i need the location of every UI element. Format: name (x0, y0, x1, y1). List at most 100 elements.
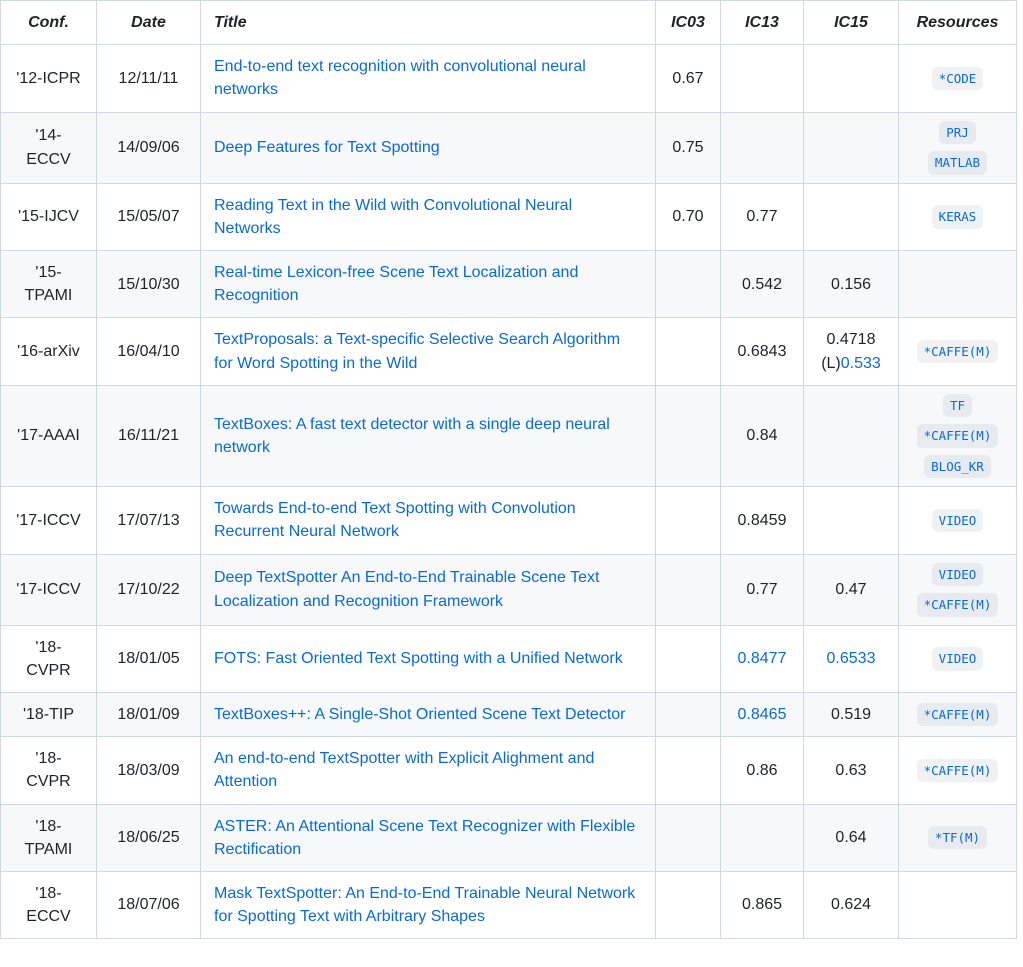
date-cell: 18/03/09 (96, 736, 201, 805)
resource-badges: *CAFFE(M) (905, 702, 1010, 727)
resource-badges: PRJ MATLAB (905, 120, 1010, 175)
conf-cell: '18-TIP (0, 691, 97, 738)
paper-title-link[interactable]: An end-to-end TextSpotter with Explicit … (214, 750, 595, 791)
ic15-score: 0.519 (830, 705, 872, 723)
ic15-cell: 0.63 (803, 736, 899, 805)
title-cell: An end-to-end TextSpotter with Explicit … (200, 736, 656, 805)
conf-cell: '17-ICCV (0, 553, 97, 626)
resource-badges: KERAS (905, 205, 1010, 229)
conf-cell: '18-TPAMI (0, 803, 97, 872)
table-row: '18-CVPR 18/03/09 An end-to-end TextSpotte… (0, 736, 1017, 805)
conf-cell: '12-ICPR (0, 44, 97, 113)
resource-link[interactable]: *CAFFE(M) (916, 702, 999, 727)
resources-cell: *CAFFE(M) (898, 691, 1017, 738)
ic03-cell: 0.70 (655, 182, 721, 251)
paper-title-link[interactable]: TextBoxes++: A Single-Shot Oriented Scen… (214, 705, 626, 723)
ic13-score-link[interactable]: 0.8477 (737, 650, 787, 668)
conf-cell: '18-ECCV (0, 870, 97, 940)
resource-badges: *CAFFE(M) (905, 339, 1010, 364)
ic13-score: 0.8459 (737, 511, 787, 529)
ic15-score: 0.4718 (L) (821, 331, 876, 372)
paper-title-link[interactable]: Deep Features for Text Spotting (214, 138, 440, 156)
resources-cell: *CODE (898, 44, 1017, 113)
resource-link[interactable]: BLOG_KR (924, 454, 991, 479)
column-header-title: Title (200, 0, 656, 46)
ic15-cell: 0.4718 (L)0.533 (803, 317, 899, 386)
date-cell: 15/10/30 (96, 249, 201, 319)
ic03-cell (655, 249, 721, 319)
date-cell: 12/11/11 (96, 44, 201, 113)
paper-title-link[interactable]: End-to-end text recognition with convolu… (214, 58, 586, 99)
conf-cell: '18-CVPR (0, 624, 97, 693)
date-cell: 17/07/13 (96, 486, 201, 555)
table-row: '15-IJCV 15/05/07 Reading Text in the Wild… (0, 182, 1017, 251)
ic13-cell: 0.6843 (720, 317, 804, 386)
resource-link[interactable]: *CAFFE(M) (916, 424, 999, 448)
date-cell: 15/05/07 (96, 182, 201, 251)
resource-link[interactable]: VIDEO (931, 562, 984, 587)
ic13-score: 0.6843 (737, 342, 787, 360)
paper-title-link[interactable]: TextBoxes: A fast text detector with a s… (214, 415, 610, 456)
paper-title-link[interactable]: FOTS: Fast Oriented Text Spotting with a… (214, 650, 623, 668)
paper-title-link[interactable]: Reading Text in the Wild with Convolutio… (214, 196, 573, 237)
title-cell: Mask TextSpotter: An End-to-End Trainabl… (200, 870, 656, 940)
ic15-cell: 0.47 (803, 553, 899, 626)
ic13-cell: 0.8465 (720, 691, 804, 738)
paper-title-link[interactable]: Towards End-to-end Text Spotting with Co… (214, 500, 576, 541)
resource-link[interactable]: TF (942, 393, 973, 418)
resource-link[interactable]: PRJ (939, 120, 976, 145)
ic03-score: 0.75 (672, 138, 704, 156)
ic03-score: 0.70 (672, 208, 704, 226)
ic13-score-link[interactable]: 0.8465 (737, 705, 787, 723)
ic15-score-link[interactable]: 0.6533 (826, 650, 876, 668)
ic15-cell (803, 44, 899, 113)
ic15-score-link[interactable]: 0.533 (840, 354, 881, 372)
resource-link[interactable]: VIDEO (931, 647, 984, 671)
table-row: '14-ECCV 14/09/06 Deep Features for Text S… (0, 111, 1017, 184)
paper-title-link[interactable]: Real-time Lexicon-free Scene Text Locali… (214, 263, 579, 305)
ic03-cell (655, 803, 721, 872)
ic13-cell: 0.77 (720, 553, 804, 626)
ic13-cell: 0.84 (720, 384, 804, 488)
resource-link[interactable]: *CAFFE(M) (916, 339, 999, 364)
resource-link[interactable]: *CAFFE(M) (916, 758, 999, 783)
conf-cell: '15-TPAMI (0, 249, 97, 319)
title-cell: End-to-end text recognition with convolu… (200, 44, 656, 113)
ic15-cell: 0.6533 (803, 624, 899, 693)
title-cell: ASTER: An Attentional Scene Text Recogni… (200, 803, 656, 872)
conf-cell: '17-AAAI (0, 384, 97, 488)
ic03-cell (655, 736, 721, 805)
conf-cell: '18-CVPR (0, 736, 97, 805)
resources-cell: VIDEO (898, 624, 1017, 693)
ic13-cell (720, 803, 804, 872)
table-row: '18-TIP 18/01/09 TextBoxes++: A Single-Sho… (0, 691, 1017, 738)
title-cell: Towards End-to-end Text Spotting with Co… (200, 486, 656, 555)
title-cell: Deep TextSpotter An End-to-End Trainable… (200, 553, 656, 626)
column-header-resources: Resources (898, 0, 1017, 46)
resource-link[interactable]: *CODE (931, 66, 984, 91)
resource-link[interactable]: *CAFFE(M) (916, 593, 999, 617)
title-cell: Deep Features for Text Spotting (200, 111, 656, 184)
header-row: Conf. Date Title IC03 IC13 IC15 Resources (0, 0, 1017, 46)
paper-title-link[interactable]: ASTER: An Attentional Scene Text Recogni… (214, 817, 636, 858)
resources-cell: *CAFFE(M) (898, 736, 1017, 805)
resource-link[interactable]: KERAS (931, 205, 984, 229)
title-cell: Reading Text in the Wild with Convolutio… (200, 182, 656, 251)
paper-title-link[interactable]: Deep TextSpotter An End-to-End Trainable… (214, 569, 600, 610)
resource-badges: *CAFFE(M) (905, 758, 1010, 783)
date-cell: 16/11/21 (96, 384, 201, 488)
resources-cell: VIDEO *CAFFE(M) (898, 553, 1017, 626)
resource-link[interactable]: *TF(M) (927, 825, 988, 850)
resource-link[interactable]: MATLAB (927, 151, 988, 175)
ic13-score: 0.542 (741, 275, 783, 293)
column-header-conf: Conf. (0, 0, 97, 46)
table-row: '12-ICPR 12/11/11 End-to-end text recognit… (0, 44, 1017, 113)
ic15-cell (803, 111, 899, 184)
ic15-cell (803, 182, 899, 251)
ic15-cell: 0.64 (803, 803, 899, 872)
resource-badges: TF *CAFFE(M) BLOG_KR (905, 393, 1010, 479)
paper-title-link[interactable]: Mask TextSpotter: An End-to-End Trainabl… (214, 884, 636, 926)
resource-link[interactable]: VIDEO (931, 508, 984, 533)
paper-title-link[interactable]: TextProposals: a Text-specific Selective… (214, 331, 621, 372)
table-row: '15-TPAMI 15/10/30 Real-time Lexicon-free … (0, 249, 1017, 319)
